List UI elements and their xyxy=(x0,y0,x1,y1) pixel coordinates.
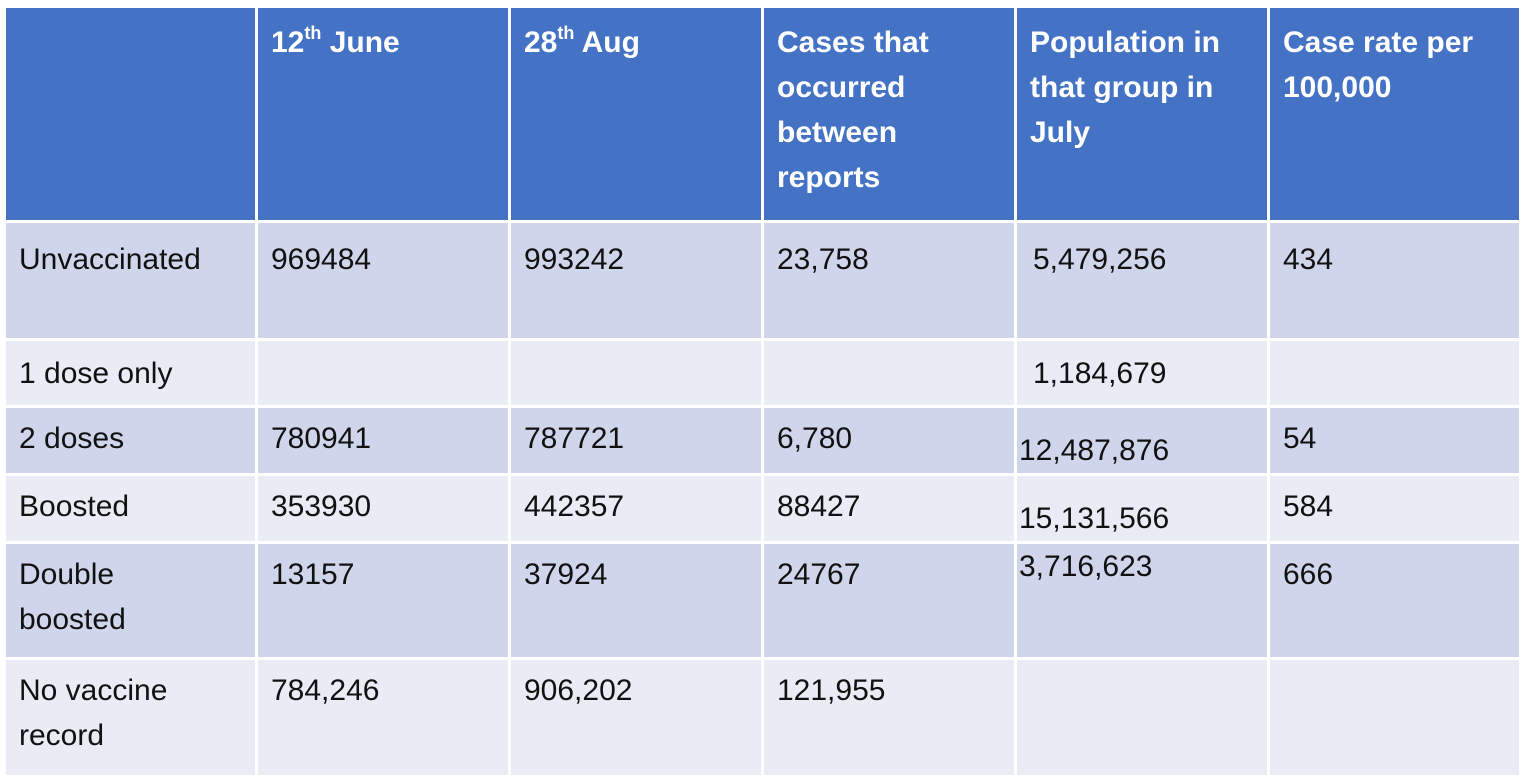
header-row: 12th June 28th Aug Cases that occurred b… xyxy=(3,5,1522,223)
table-row: No vaccine record 784,246 906,202 121,95… xyxy=(3,657,1522,778)
cell-rate xyxy=(1267,338,1522,408)
header-cell-case-rate: Case rate per 100,000 xyxy=(1267,5,1522,223)
header-month: June xyxy=(321,26,400,59)
header-cell-12-june: 12th June xyxy=(255,5,511,223)
cell-rate: 584 xyxy=(1267,473,1522,544)
header-cell-cases: Cases that occurred between reports xyxy=(761,5,1017,223)
cell-rate: 54 xyxy=(1267,405,1522,476)
header-day: 12 xyxy=(271,26,305,59)
cell-cases: 121,955 xyxy=(761,657,1017,778)
header-cell-group xyxy=(3,5,258,223)
cell-group: 1 dose only xyxy=(3,338,258,408)
cell-population: 12,487,876 xyxy=(1014,405,1270,476)
cell-cases: 24767 xyxy=(761,541,1017,660)
cell-june xyxy=(255,338,511,408)
header-month: Aug xyxy=(574,26,640,59)
cell-cases xyxy=(761,338,1017,408)
cell-june: 969484 xyxy=(255,220,511,341)
header-cell-28-aug: 28th Aug xyxy=(508,5,764,223)
table-row: Double boosted 13157 37924 24767 3,716,6… xyxy=(3,541,1522,660)
vaccination-cases-table: 12th June 28th Aug Cases that occurred b… xyxy=(3,5,1522,778)
cell-group: No vaccine record xyxy=(3,657,258,778)
header-cell-population: Population in that group in July xyxy=(1014,5,1270,223)
cell-aug: 37924 xyxy=(508,541,764,660)
table-row: Boosted 353930 442357 88427 15,131,566 5… xyxy=(3,473,1522,544)
cell-group: Unvaccinated xyxy=(3,220,258,341)
cell-aug xyxy=(508,338,764,408)
cell-june: 784,246 xyxy=(255,657,511,778)
cell-rate xyxy=(1267,657,1522,778)
table-row: Unvaccinated 969484 993242 23,758 5,479,… xyxy=(3,220,1522,341)
cell-cases: 88427 xyxy=(761,473,1017,544)
table-row: 1 dose only 1,184,679 xyxy=(3,338,1522,408)
cell-group: Boosted xyxy=(3,473,258,544)
cell-cases: 6,780 xyxy=(761,405,1017,476)
cell-population: 15,131,566 xyxy=(1014,473,1270,544)
cell-june: 13157 xyxy=(255,541,511,660)
cell-june: 353930 xyxy=(255,473,511,544)
cell-aug: 906,202 xyxy=(508,657,764,778)
cell-june: 780941 xyxy=(255,405,511,476)
header-ordinal: th xyxy=(304,23,322,43)
cell-rate: 434 xyxy=(1267,220,1522,341)
cell-population: 5,479,256 xyxy=(1014,220,1270,341)
cell-aug: 787721 xyxy=(508,405,764,476)
header-ordinal: th xyxy=(557,23,575,43)
table-row: 2 doses 780941 787721 6,780 12,487,876 5… xyxy=(3,405,1522,476)
cell-population: 1,184,679 xyxy=(1014,338,1270,408)
cell-group: Double boosted xyxy=(3,541,258,660)
header-day: 28 xyxy=(524,26,558,59)
cell-cases: 23,758 xyxy=(761,220,1017,341)
cell-population: 3,716,623 xyxy=(1014,541,1270,660)
cell-group: 2 doses xyxy=(3,405,258,476)
cell-population xyxy=(1014,657,1270,778)
cell-aug: 442357 xyxy=(508,473,764,544)
cell-aug: 993242 xyxy=(508,220,764,341)
cell-rate: 666 xyxy=(1267,541,1522,660)
